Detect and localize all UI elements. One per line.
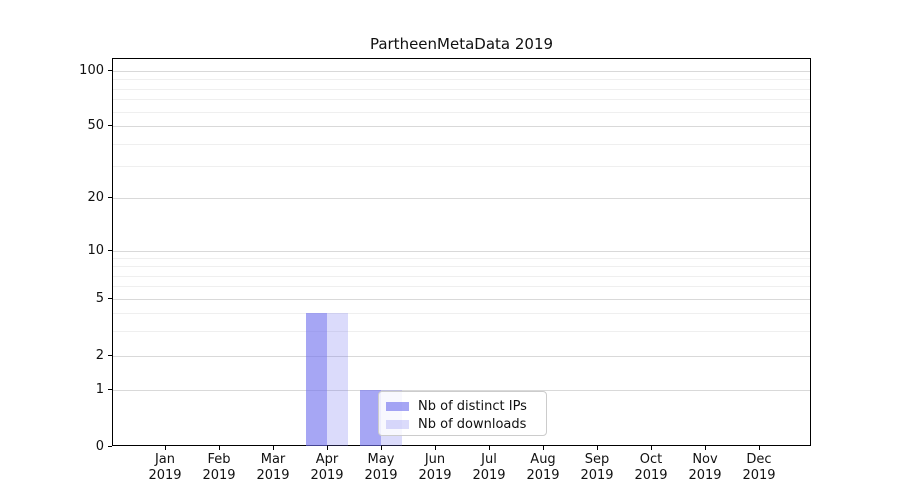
x-tick-mark [165,446,166,450]
x-tick-mark [273,446,274,450]
gridline-minor [113,266,810,268]
gridline-major [113,390,810,391]
gridline-minor [113,88,810,90]
y-tick-label: 1 [95,382,104,397]
y-tick-mark [108,355,112,356]
gridline-minor [113,143,810,145]
legend-label: Nb of downloads [418,416,527,432]
gridline-major [113,126,810,127]
x-tick-mark [489,446,490,450]
y-tick-mark [108,389,112,390]
gridline-minor [113,330,810,332]
y-tick-label: 2 [95,348,104,363]
x-tick-mark [651,446,652,450]
gridline-major [113,71,810,72]
bar-nb-of-downloads-apr [327,312,348,446]
y-tick-label: 100 [79,63,104,78]
x-tick-label: Dec 2019 [742,452,776,483]
x-tick-label: Sep 2019 [580,452,614,483]
x-tick-label: May 2019 [364,452,398,483]
x-tick-label: Mar 2019 [256,452,290,483]
gridline-major [113,299,810,300]
y-tick-label: 50 [87,118,104,133]
x-tick-mark [759,446,760,450]
x-tick-label: Jul 2019 [472,452,506,483]
x-tick-mark [543,446,544,450]
gridline-minor [113,99,810,101]
x-tick-label: Jun 2019 [418,452,452,483]
x-tick-mark [327,446,328,450]
y-tick-mark [108,125,112,126]
y-tick-mark [108,446,112,447]
gridline-minor [113,312,810,314]
bar-nb-of-distinct-ips-may [360,390,381,446]
x-tick-label: Jan 2019 [148,452,182,483]
gridline-minor [113,79,810,81]
x-tick-label: Aug 2019 [526,452,560,483]
y-tick-mark [108,298,112,299]
gridline-minor [113,111,810,113]
legend-item-downloads: Nb of downloads [386,415,546,433]
gridline-major [113,198,810,199]
legend-item-distinct-ips: Nb of distinct IPs [386,397,546,415]
legend-swatch-downloads [386,419,409,429]
x-tick-mark [435,446,436,450]
x-tick-mark [381,446,382,450]
x-tick-label: Nov 2019 [688,452,722,483]
y-tick-mark [108,70,112,71]
x-tick-mark [705,446,706,450]
x-tick-mark [597,446,598,450]
gridline-major [113,251,810,252]
gridline-minor [113,275,810,277]
y-tick-label: 10 [87,243,104,258]
chart-title: PartheenMetaData 2019 [369,35,554,53]
y-tick-label: 20 [87,190,104,205]
legend-swatch-distinct-ips [386,401,409,411]
plot-area [112,58,811,446]
x-tick-label: Apr 2019 [310,452,344,483]
gridline-minor [113,258,810,260]
y-tick-mark [108,250,112,251]
x-tick-label: Oct 2019 [634,452,668,483]
gridline-minor [113,286,810,288]
legend-label: Nb of distinct IPs [418,398,527,414]
legend: Nb of distinct IPs Nb of downloads [378,391,547,436]
y-tick-label: 0 [95,439,104,454]
y-tick-mark [108,197,112,198]
x-tick-label: Feb 2019 [202,452,236,483]
y-tick-label: 5 [95,291,104,306]
bar-nb-of-distinct-ips-apr [306,312,327,446]
x-tick-mark [219,446,220,450]
gridline-minor [113,166,810,168]
gridline-major [113,356,810,357]
